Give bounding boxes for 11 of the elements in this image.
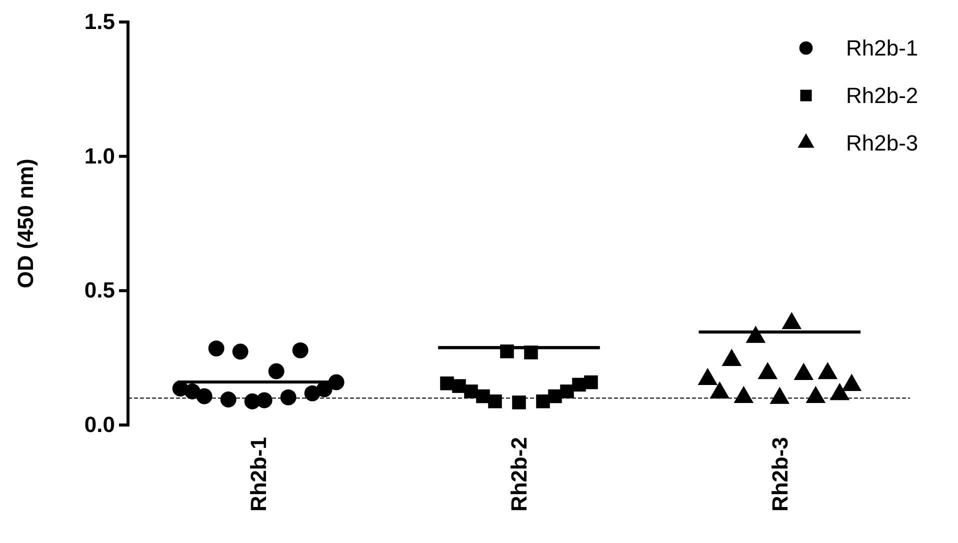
y-axis-title: OD (450 nm)	[13, 158, 38, 288]
y-tick-label: 0.5	[84, 278, 115, 303]
x-tick-label: Rh2b-3	[767, 437, 792, 512]
y-tick-label: 1.0	[84, 143, 115, 168]
y-tick-label: 1.5	[84, 9, 115, 34]
legend-label: Rh2b-3	[846, 130, 918, 156]
x-tick-label: Rh2b-2	[506, 437, 532, 512]
legend-label: Rh2b-2	[846, 83, 918, 108]
y-tick-label: 0.0	[84, 412, 115, 438]
legend-label: Rh2b-1	[846, 36, 918, 61]
x-tick-label: Rh2b-1	[246, 437, 272, 512]
